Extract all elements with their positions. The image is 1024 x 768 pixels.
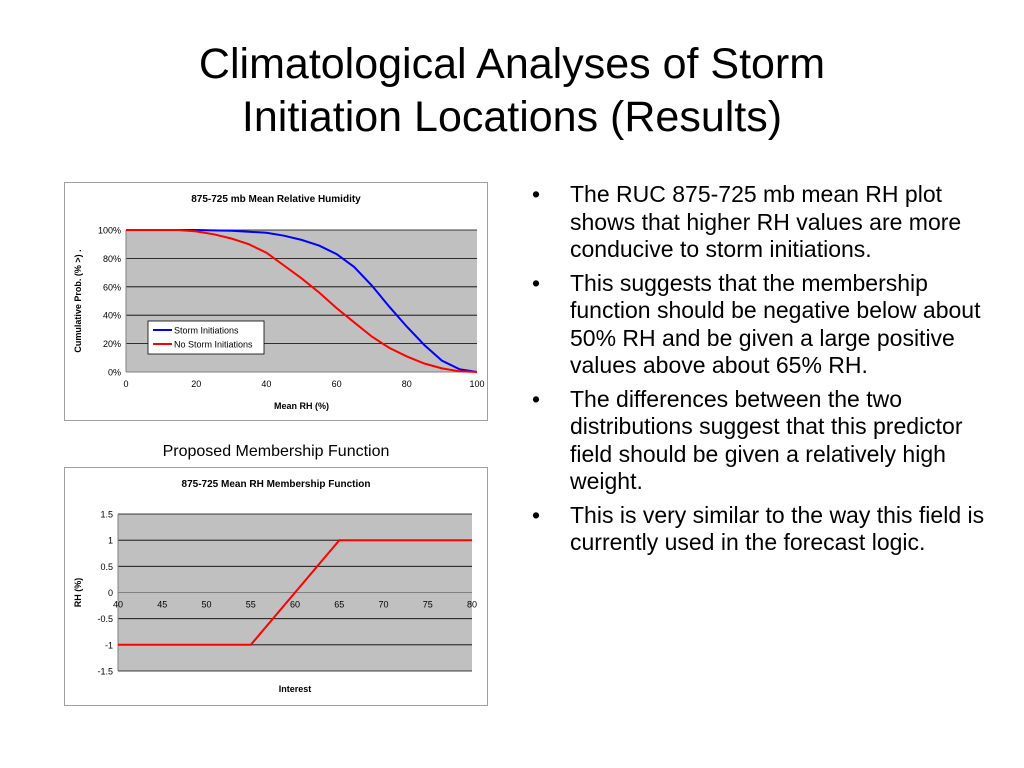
y-tick-label: 100% [98, 226, 121, 236]
membership-function-chart: -1.5 -1 -0.5 0 0.5 1 1.5 40 45 50 55 60 65 70 75 80 875-… [64, 467, 488, 706]
bullet-list: • The RUC 875-725 mb mean RH plot shows t… [532, 181, 1002, 563]
x-tick-label: 0 [123, 379, 128, 389]
x-axis-label: Mean RH (%) [274, 401, 329, 411]
bullet-symbol: • [532, 181, 541, 207]
cumulative-probability-chart: 0% 20% 40% 60% 80% 100% 0 20 40 60 80 100 875-725 mb… [64, 182, 488, 421]
x-axis-label: Interest [279, 684, 312, 694]
x-tick-label: 75 [423, 600, 433, 610]
x-tick-label: 80 [467, 600, 477, 610]
title-line-2: Initiation Locations (Results) [241, 93, 783, 141]
chart-title: 875-725 mb Mean Relative Humidity [191, 194, 361, 205]
bullet-symbol: • [532, 501, 541, 528]
bullet-item: • This is very similar to the way this fi… [532, 502, 1002, 557]
membership-function-caption: Proposed Membership Function [162, 443, 390, 460]
y-tick-label: 0 [108, 588, 113, 598]
title-line-1: Climatological Analyses of Storm [198, 40, 826, 88]
x-tick-label: 60 [332, 379, 342, 389]
y-tick-label: -1 [105, 640, 113, 650]
y-tick-label: 0.5 [100, 562, 113, 572]
chart-svg: 0% 20% 40% 60% 80% 100% 0 20 40 60 80 100 875-725 mb… [73, 194, 485, 411]
legend-label: Storm Initiations [174, 326, 239, 336]
bullet-text: The differences between the two distribu… [570, 385, 963, 495]
chart-title: 875-725 Mean RH Membership Function [182, 479, 371, 490]
y-tick-label: 1.5 [100, 510, 113, 520]
x-tick-label: 20 [191, 379, 201, 389]
x-tick-label: 40 [113, 600, 123, 610]
legend-box [147, 320, 265, 355]
y-tick-label: -0.5 [97, 614, 113, 624]
bullet-item: • This suggests that the membership funct… [532, 270, 1002, 380]
x-tick-label: 55 [246, 600, 256, 610]
series-line [126, 229, 478, 373]
x-tick-label: 100 [469, 379, 484, 389]
x-tick-label: 40 [261, 379, 271, 389]
x-tick-label: 65 [334, 600, 344, 610]
y-tick-label: 60% [103, 282, 121, 292]
legend-label: No Storm Initiations [174, 340, 253, 350]
x-tick-label: 45 [157, 600, 167, 610]
y-tick-label: 1 [108, 536, 113, 546]
slide-title: Climatological Analyses of Storm Initiat… [40, 38, 984, 144]
y-axis-label: RH (%) [73, 578, 83, 608]
chart-svg: -1.5 -1 -0.5 0 0.5 1 1.5 40 45 50 55 60 65 70 75 80 875-… [73, 479, 477, 694]
bullet-text: This suggests that the membership functi… [570, 269, 981, 379]
y-tick-label: 20% [103, 339, 121, 349]
bullet-symbol: • [532, 385, 541, 412]
y-axis-label: Cumulative Prob. (% >) . [73, 249, 83, 352]
y-tick-label: -1.5 [97, 667, 113, 677]
bullet-text: The RUC 875-725 mb mean RH plot shows th… [570, 181, 962, 262]
bullet-item: • The RUC 875-725 mb mean RH plot shows t… [532, 181, 1002, 264]
x-tick-label: 70 [378, 600, 388, 610]
bullet-symbol: • [532, 269, 541, 296]
series-line [118, 539, 472, 646]
y-tick-label: 40% [103, 311, 121, 321]
x-tick-label: 50 [201, 600, 211, 610]
bullet-item: • The differences between the two distrib… [532, 386, 1002, 496]
y-tick-label: 0% [108, 368, 121, 378]
series-line [126, 229, 478, 373]
x-tick-label: 80 [402, 379, 412, 389]
y-tick-label: 80% [103, 254, 121, 264]
x-tick-label: 60 [290, 600, 300, 610]
bullet-text: This is very similar to the way this fie… [570, 501, 985, 556]
